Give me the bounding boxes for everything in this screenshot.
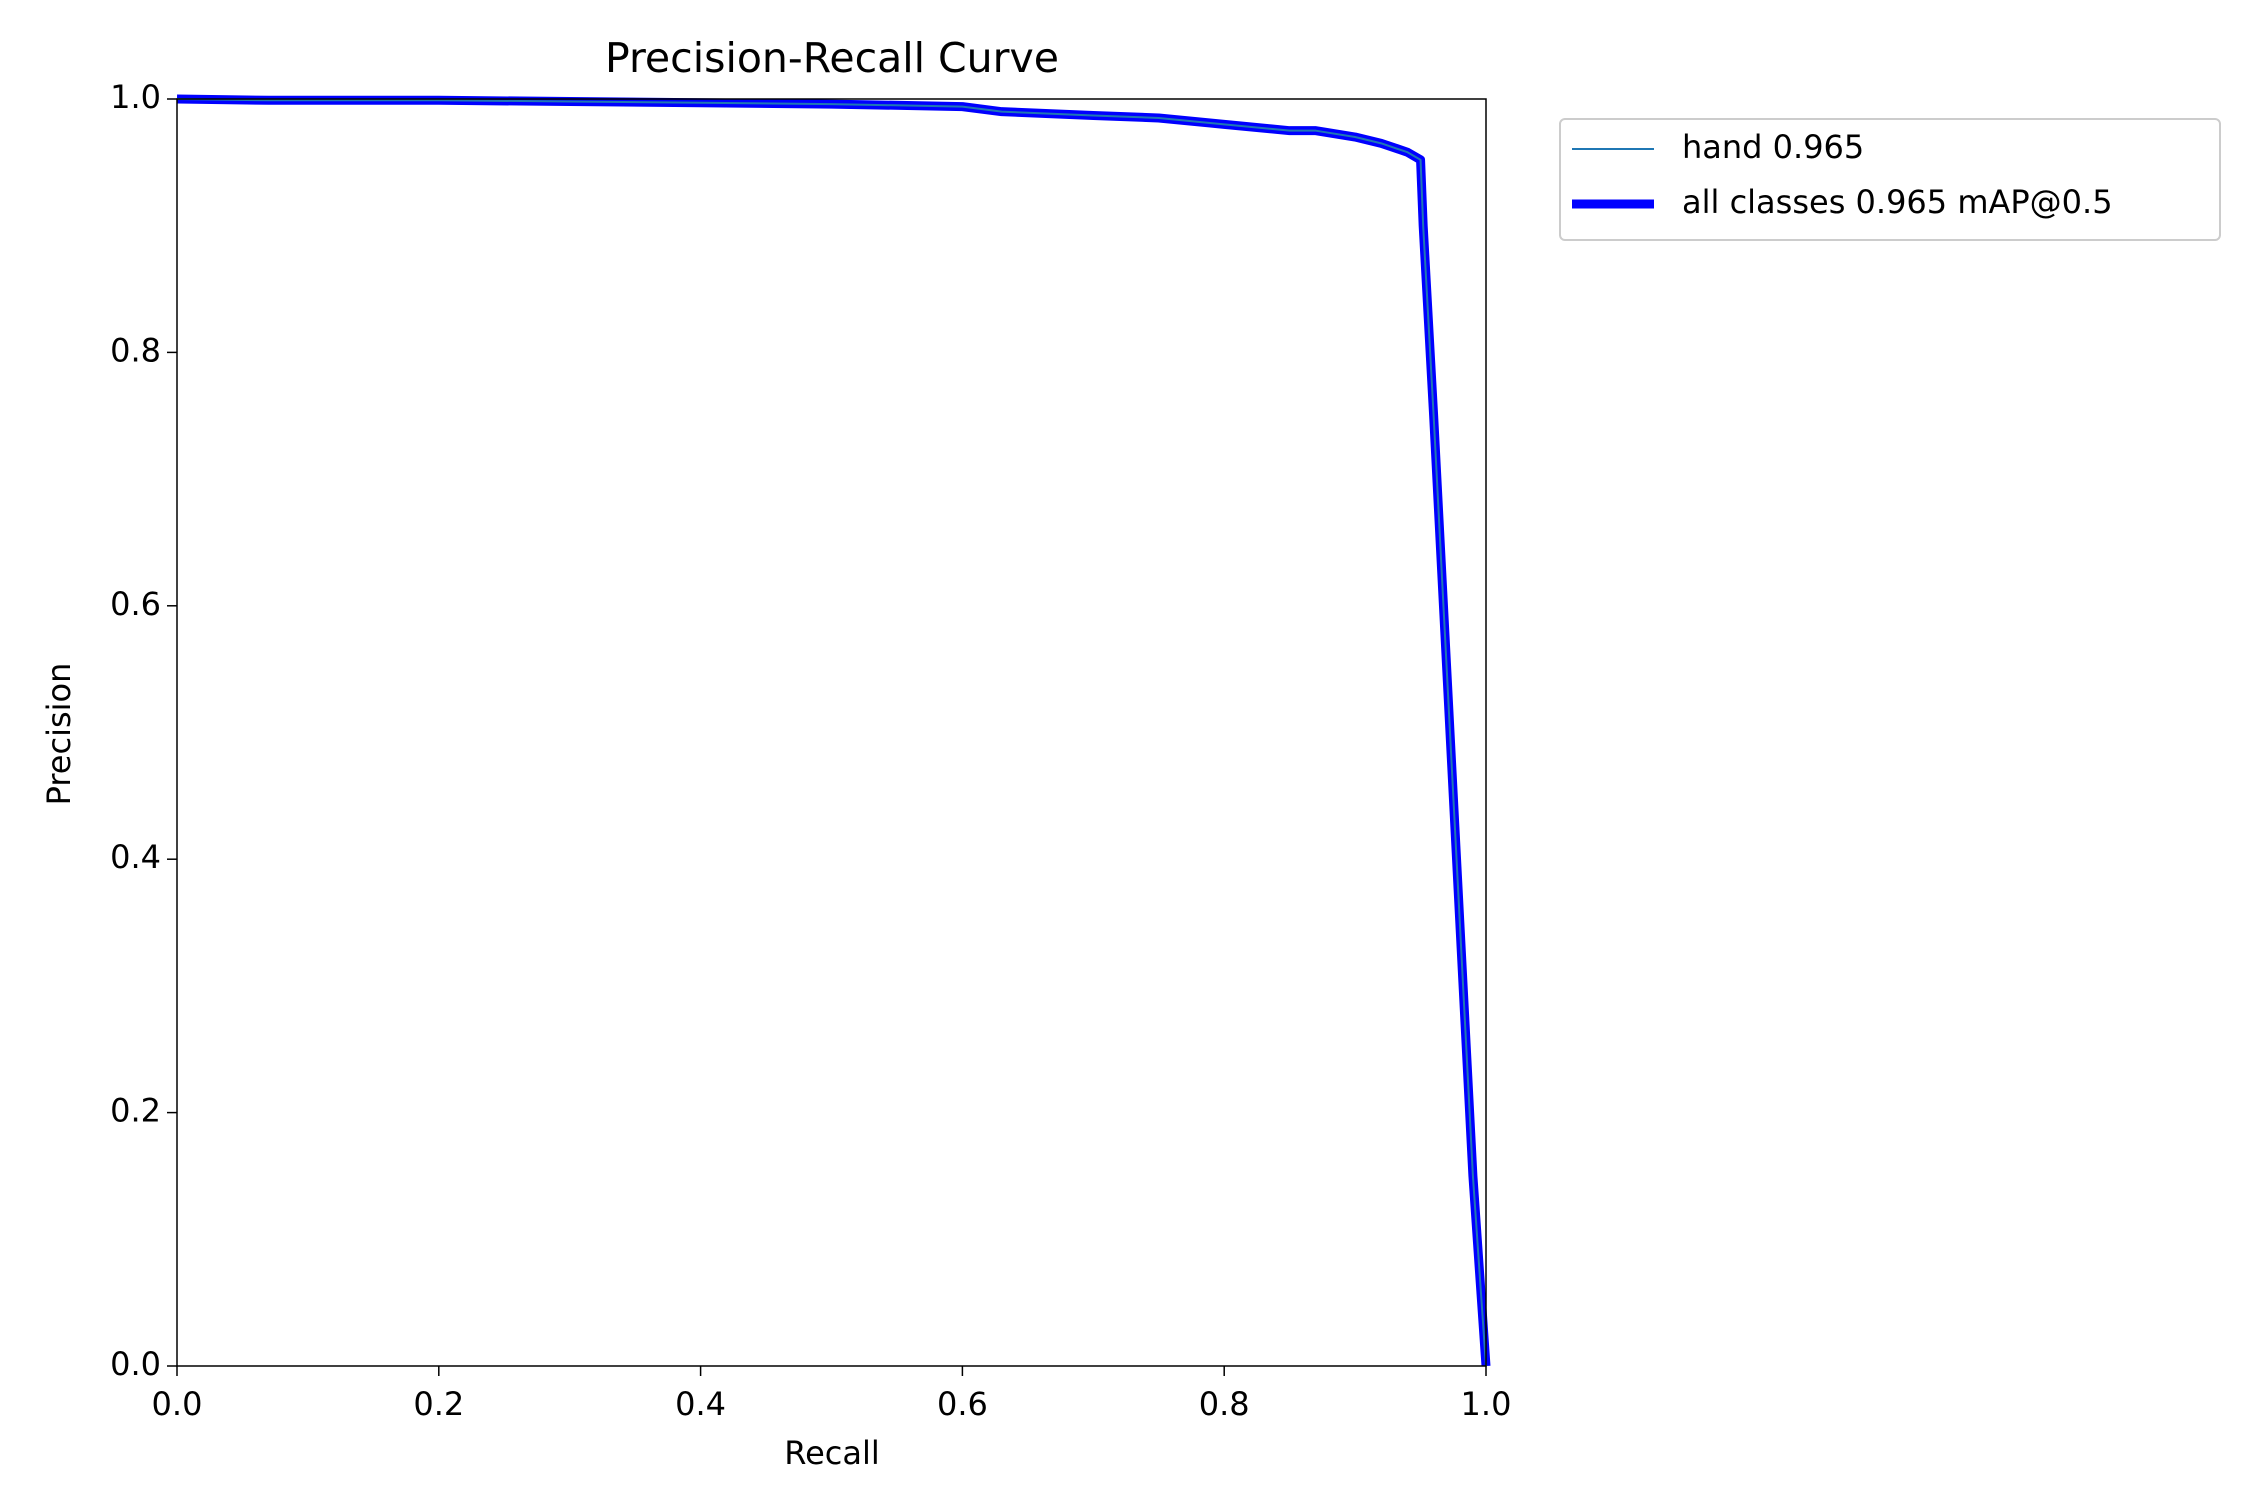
x-tick-label: 0.8 — [1199, 1385, 1250, 1423]
y-axis-label: Precision — [40, 663, 78, 806]
y-tick-label: 0.8 — [110, 331, 161, 369]
y-tick-label: 1.0 — [110, 78, 161, 116]
plot-frame — [176, 98, 1487, 1367]
pr-curve — [176, 94, 1491, 1367]
y-tick-label: 0.2 — [110, 1092, 161, 1130]
pr-curve — [176, 98, 1487, 1367]
chart-title: Precision-Recall Curve — [605, 34, 1059, 82]
legend-label: all classes 0.965 mAP@0.5 — [1682, 183, 2113, 221]
x-tick-label: 0.4 — [675, 1385, 726, 1423]
x-tick-label: 0.0 — [152, 1385, 203, 1423]
legend-box — [1559, 118, 2221, 241]
y-tick-label: 0.0 — [110, 1345, 161, 1383]
y-tick-label: 0.4 — [110, 838, 161, 876]
x-tick-label: 1.0 — [1461, 1385, 1512, 1423]
x-tick-label: 0.2 — [413, 1385, 464, 1423]
x-tick-label: 0.6 — [937, 1385, 988, 1423]
x-axis-label: Recall — [784, 1434, 879, 1472]
legend-label: hand 0.965 — [1682, 128, 1864, 166]
y-tick-label: 0.6 — [110, 585, 161, 623]
